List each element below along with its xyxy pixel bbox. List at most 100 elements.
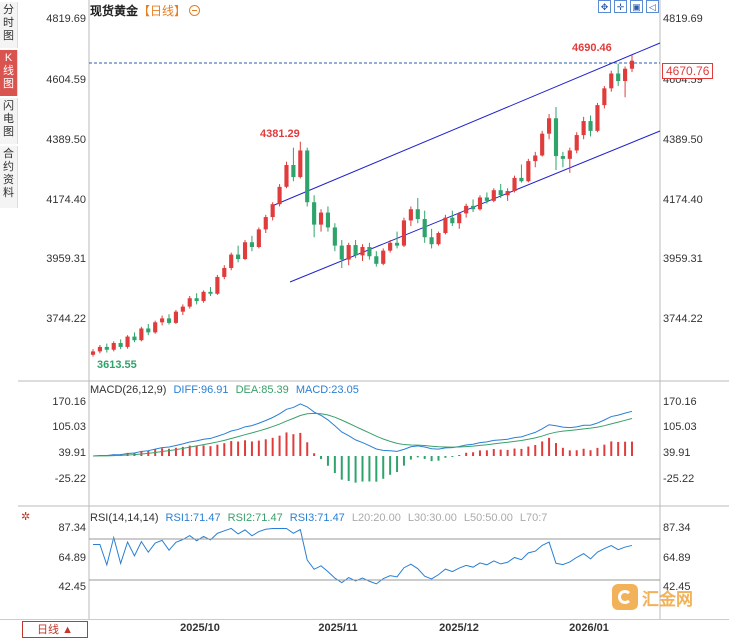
candle <box>574 135 579 151</box>
candle <box>256 229 261 248</box>
candle <box>291 165 296 178</box>
price-tick-left: 4604.59 <box>46 74 86 86</box>
macd-tick-left: 170.16 <box>52 396 86 408</box>
low-annotation: 3613.55 <box>97 359 137 371</box>
x-axis-label: 2025/12 <box>439 622 479 634</box>
candle <box>374 256 379 264</box>
watermark: 汇金网 <box>612 584 693 610</box>
tab-contract-info[interactable]: 合约资料 <box>0 146 18 208</box>
settings-icon[interactable]: ✲ <box>21 511 31 523</box>
x-axis-label: 2025/10 <box>180 622 220 634</box>
candle <box>263 217 268 230</box>
candle <box>208 291 213 294</box>
candle <box>270 204 275 218</box>
candle <box>215 276 220 294</box>
candle <box>491 190 496 201</box>
chart-title: 现货黄金【日线】 <box>90 2 201 19</box>
tab-kline[interactable]: K线图 <box>0 50 18 96</box>
side-tabs: 分时图 K线图 闪电图 合约资料 <box>0 0 18 210</box>
minus-circle-icon[interactable] <box>189 5 201 16</box>
x-axis-label: 2026/01 <box>569 622 609 634</box>
macd-tick: -25.22 <box>663 473 695 485</box>
candle <box>595 105 600 131</box>
candle <box>194 298 199 302</box>
candle <box>298 150 303 178</box>
candle <box>588 121 593 131</box>
candle <box>401 220 407 246</box>
x-axis-label: 2025/11 <box>318 622 358 634</box>
macd-tick: 39.91 <box>663 447 691 459</box>
candle <box>381 250 386 264</box>
candle <box>616 73 621 82</box>
fullscreen-icon[interactable]: ✥ <box>598 0 611 13</box>
rsi-tick-left: 64.89 <box>58 552 86 564</box>
candle <box>602 88 607 106</box>
rsi-header: RSI(14,14,14) RSI1:71.47 RSI2:71.47 RSI3… <box>90 512 547 524</box>
macd-tick-left: 39.91 <box>58 447 86 459</box>
price-tick: 3959.31 <box>663 253 703 265</box>
high-annotation: 4690.46 <box>572 42 612 54</box>
watermark-logo-icon <box>612 584 638 610</box>
macd-dea-line <box>92 412 633 457</box>
price-tick-left: 3959.31 <box>46 253 86 265</box>
candle <box>97 346 102 352</box>
tab-flash[interactable]: 闪电图 <box>0 98 18 144</box>
price-tick-left: 3744.22 <box>46 313 86 325</box>
candle <box>360 247 365 256</box>
rsi-tick-left: 42.45 <box>58 581 86 593</box>
period-tag: 【日线】 <box>138 4 187 18</box>
macd-label: MACD(26,12,9) <box>90 384 167 396</box>
candle <box>388 242 393 251</box>
candle <box>484 197 489 201</box>
candle <box>526 161 531 182</box>
candle <box>284 165 289 187</box>
rsi-tick: 87.34 <box>663 522 691 534</box>
candle <box>623 68 628 82</box>
candle <box>567 150 572 159</box>
price-tick: 3744.22 <box>663 313 703 325</box>
instrument-name: 现货黄金 <box>90 4 139 18</box>
candle <box>153 322 158 333</box>
macd-header: MACD(26,12,9) DIFF:96.91 DEA:85.39 MACD:… <box>90 384 359 396</box>
period-select[interactable]: 日线 ▲ <box>22 621 88 638</box>
back-arrow-icon[interactable]: ◁ <box>646 0 659 13</box>
candle <box>90 351 96 355</box>
candle <box>353 245 358 256</box>
image-icon[interactable]: ▣ <box>630 0 643 13</box>
candle <box>222 268 227 277</box>
candle <box>443 217 448 234</box>
tab-timeshare[interactable]: 分时图 <box>0 2 18 48</box>
candle <box>429 237 434 245</box>
crosshair-icon[interactable]: ✛ <box>614 0 627 13</box>
candle <box>581 121 586 136</box>
candle <box>111 343 116 350</box>
candle <box>533 155 538 162</box>
candle <box>312 202 317 225</box>
candle <box>422 219 427 238</box>
candle <box>139 328 144 341</box>
rsi2-label: RSI2:71.47 <box>227 512 283 524</box>
candle <box>277 186 282 205</box>
candle <box>436 233 441 245</box>
macd-dea-label: DEA:85.39 <box>235 384 289 396</box>
rsi-tick: 64.89 <box>663 552 691 564</box>
candle <box>146 328 151 333</box>
candle <box>540 133 545 156</box>
candle <box>498 190 503 196</box>
candle <box>125 336 130 347</box>
candle <box>505 191 510 196</box>
candle <box>547 118 552 134</box>
candle <box>187 298 192 307</box>
candle <box>318 212 324 225</box>
candle <box>367 247 372 257</box>
candle <box>242 242 248 260</box>
candle <box>512 177 517 192</box>
candle <box>118 343 123 347</box>
candle <box>332 227 337 246</box>
chart-toolbar: ✥ ✛ ▣ ◁ <box>598 0 659 13</box>
candle <box>201 291 206 302</box>
watermark-text: 汇金网 <box>642 589 693 609</box>
candle <box>229 254 234 269</box>
candle <box>132 336 137 341</box>
